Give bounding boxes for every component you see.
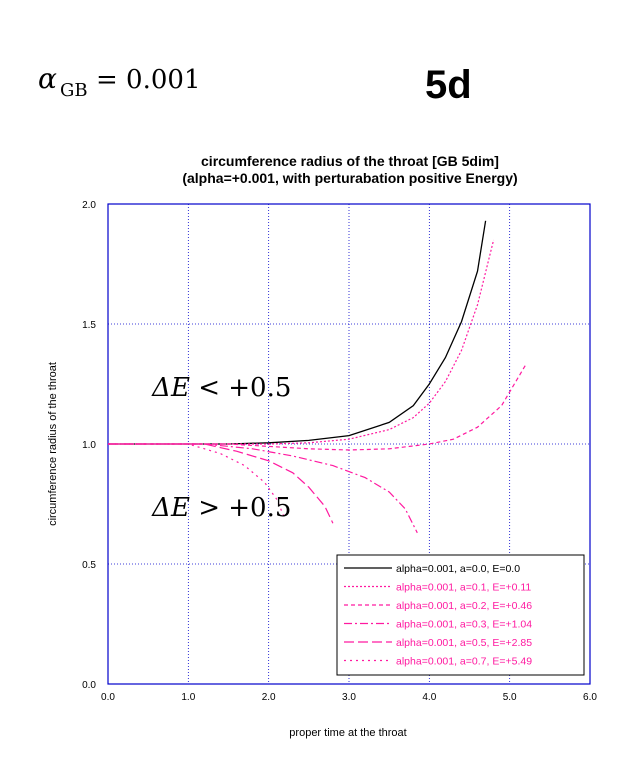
- chart-title: circumference radius of the throat [GB 5…: [201, 153, 499, 169]
- legend-label-3: alpha=0.001, a=0.3, E=+1.04: [396, 619, 532, 631]
- series-lines: [108, 220, 527, 534]
- series-line-1: [108, 239, 495, 445]
- x-tick-label: 5.0: [503, 692, 517, 703]
- legend-label-5: alpha=0.001, a=0.7, E=+5.49: [396, 656, 532, 668]
- x-axis-label: proper time at the throat: [289, 727, 406, 739]
- x-tick-label: 0.0: [101, 692, 115, 703]
- y-tick-label: 1.5: [82, 320, 96, 331]
- annotation-symbol: ΔE: [151, 373, 190, 403]
- annotation-0: ΔE < +0.5: [151, 373, 291, 403]
- x-tick-label: 3.0: [342, 692, 356, 703]
- y-tick-label: 0.5: [82, 560, 96, 571]
- annotation-1: ΔE > +0.5: [151, 493, 291, 523]
- legend-label-2: alpha=0.001, a=0.2, E=+0.46: [396, 600, 532, 612]
- series-line-4: [108, 443, 334, 524]
- y-tick-label: 1.0: [82, 440, 96, 451]
- x-tick-label: 6.0: [583, 692, 597, 703]
- alpha-symbol: α: [38, 62, 57, 95]
- legend-label-0: alpha=0.001, a=0.0, E=0.0: [396, 563, 520, 575]
- annotation-symbol: ΔE: [151, 493, 190, 523]
- series-line-0: [108, 220, 487, 445]
- alpha-subscript: GB: [60, 80, 88, 101]
- annotation-text: > +0.5: [190, 493, 291, 523]
- legend-label-1: alpha=0.001, a=0.1, E=+0.11: [396, 582, 531, 594]
- series-line-3: [108, 443, 418, 534]
- x-tick-label: 1.0: [181, 692, 195, 703]
- dimension-label: 5d: [425, 63, 472, 107]
- x-tick-label: 2.0: [262, 692, 276, 703]
- y-tick-label: 2.0: [82, 200, 96, 211]
- alpha-value: = 0.001: [96, 65, 200, 95]
- annotation-text: < +0.5: [190, 373, 291, 403]
- legend: alpha=0.001, a=0.0, E=0.0 alpha=0.001, a=…: [336, 554, 585, 676]
- y-tick-label: 0.0: [82, 680, 96, 691]
- x-tick-label: 4.0: [422, 692, 436, 703]
- legend-box: [336, 554, 585, 676]
- annotations: ΔE < +0.5ΔE > +0.5: [151, 373, 291, 523]
- y-axis-label: circumference radius of the throat: [47, 362, 59, 526]
- series-line-2: [108, 364, 527, 451]
- tick-labels: 0.0 1.0 2.0 3.0 4.0 5.0 6.0 0.0 0.5 1.0 1.5 2.0: [82, 200, 597, 703]
- chart-subtitle: (alpha=+0.001, with perturabation positi…: [182, 170, 517, 186]
- legend-label-4: alpha=0.001, a=0.5, E=+2.85: [396, 637, 532, 649]
- series-line-5: [108, 443, 286, 519]
